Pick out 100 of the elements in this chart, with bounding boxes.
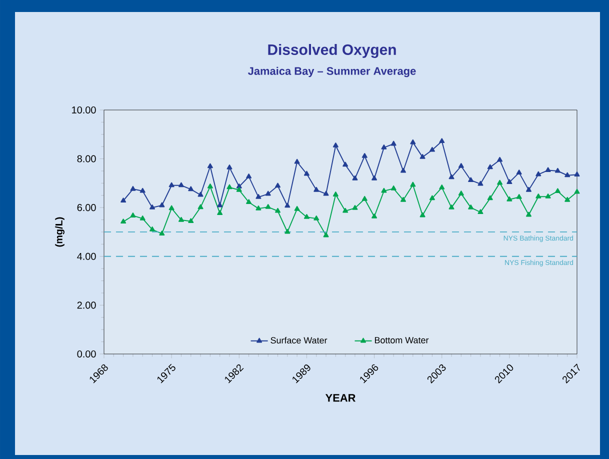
- point: [536, 171, 542, 176]
- point: [284, 202, 290, 208]
- point: [236, 186, 242, 192]
- point: [439, 138, 445, 144]
- point: [410, 139, 416, 144]
- point: [487, 195, 493, 200]
- point: [217, 210, 223, 215]
- point: [323, 190, 329, 196]
- point: [458, 190, 464, 196]
- point: [468, 177, 474, 182]
- y-tick-label: 4.00: [77, 252, 96, 260]
- point: [159, 202, 165, 208]
- legend-label: Surface Water: [270, 336, 328, 344]
- point: [314, 215, 320, 220]
- y-axis-title: (mg/L): [55, 217, 64, 247]
- point: [217, 202, 223, 208]
- point: [439, 184, 445, 190]
- y-tick-label: 6.00: [77, 204, 96, 212]
- point: [554, 168, 560, 173]
- point: [390, 185, 396, 190]
- point: [150, 204, 156, 210]
- point: [304, 170, 310, 176]
- point: [410, 182, 416, 187]
- point: [420, 212, 426, 218]
- point: [478, 209, 484, 214]
- point: [265, 204, 271, 209]
- point: [168, 205, 174, 210]
- point: [536, 194, 542, 198]
- point: [178, 182, 184, 188]
- point: [574, 172, 580, 176]
- point: [429, 146, 435, 152]
- point: [198, 192, 204, 197]
- point: [352, 175, 358, 180]
- point: [342, 162, 348, 167]
- point: [159, 230, 165, 236]
- point: [362, 153, 368, 158]
- point: [226, 164, 232, 170]
- legend-label: Bottom Water: [374, 337, 429, 344]
- point: [458, 163, 464, 168]
- point: [275, 182, 281, 188]
- point: [178, 216, 184, 222]
- point: [420, 154, 426, 159]
- point: [188, 186, 194, 192]
- point: [564, 196, 570, 202]
- chart-title: Dissolved Oxygen: [268, 44, 396, 58]
- point: [448, 174, 454, 180]
- point: [516, 194, 522, 199]
- point: [188, 218, 194, 224]
- point: [372, 214, 378, 218]
- point: [314, 186, 320, 192]
- point: [564, 172, 570, 178]
- point: [526, 186, 532, 192]
- point: [130, 186, 136, 191]
- point: [140, 188, 146, 193]
- point: [545, 167, 551, 172]
- point: [390, 140, 396, 146]
- point: [381, 188, 387, 193]
- point: [381, 144, 387, 150]
- point: [246, 174, 252, 178]
- point: [545, 194, 551, 198]
- point: [332, 192, 338, 196]
- point: [332, 142, 338, 148]
- y-tick-label: 8.00: [77, 155, 96, 162]
- x-axis-title: YEAR: [325, 394, 356, 402]
- point: [478, 180, 484, 186]
- point: [516, 170, 522, 174]
- point: [207, 184, 213, 188]
- point: [497, 180, 503, 185]
- point: [120, 198, 126, 203]
- point: [372, 175, 378, 180]
- point: [506, 179, 512, 184]
- point: [429, 195, 435, 200]
- point: [554, 188, 560, 194]
- point: [400, 168, 406, 173]
- point: [256, 205, 262, 210]
- point: [304, 214, 310, 219]
- point: [323, 232, 329, 238]
- y-tick-label: 2.00: [77, 302, 96, 309]
- point: [246, 199, 252, 204]
- point: [207, 163, 213, 168]
- point: [400, 196, 406, 202]
- point: [342, 208, 348, 213]
- point: [448, 204, 454, 210]
- y-tick-label: 0.00: [77, 350, 96, 358]
- point: [526, 212, 532, 217]
- point: [140, 215, 146, 220]
- point: [265, 190, 271, 196]
- point: [362, 196, 368, 201]
- chart-subtitle: Jamaica Bay – Summer Average: [248, 66, 416, 78]
- point: [294, 206, 300, 211]
- point: [506, 196, 512, 202]
- point: [468, 204, 474, 210]
- point: [120, 218, 126, 224]
- point: [574, 188, 580, 194]
- y-tick-label: 10.00: [72, 106, 96, 114]
- point: [352, 204, 358, 210]
- point: [226, 184, 232, 190]
- point: [275, 208, 281, 213]
- point: [168, 182, 174, 188]
- point: [497, 156, 503, 162]
